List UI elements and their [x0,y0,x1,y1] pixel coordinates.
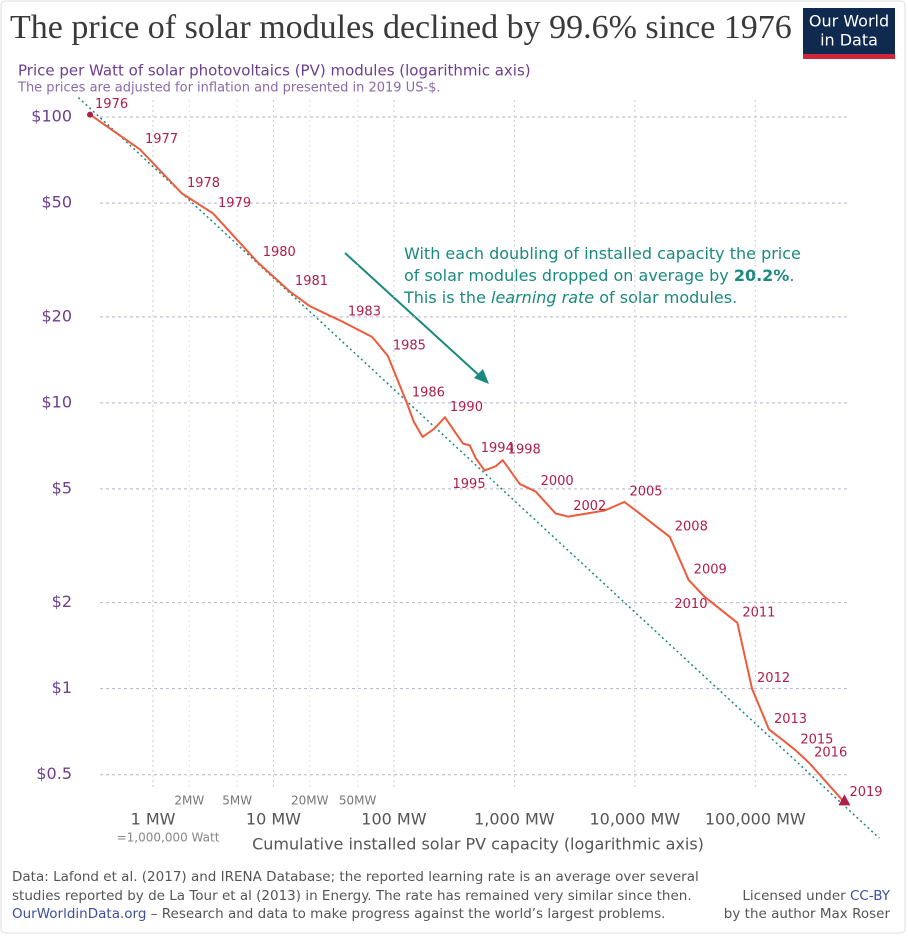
point-label: 2019 [849,785,882,800]
x-tick-label: 100 MW [361,810,426,829]
point-label: 2005 [629,484,662,499]
logo-box [803,8,895,54]
point-label: 1981 [295,274,328,289]
x-tick-label: 1,000 MW [474,810,555,829]
subtitle: Price per Watt of solar photovoltaics (P… [18,62,531,80]
x-tick-label: 10,000 MW [589,810,680,829]
annotation-line: of solar modules dropped on average by [404,266,734,285]
annotation-text: . [789,266,794,285]
annotation-italic: learning rate [491,288,594,307]
point-label: 1986 [412,385,445,400]
point-label: 2008 [675,519,708,534]
point-label: 1990 [450,400,483,415]
y-tick-label: $1 [52,678,72,697]
license: by the author Max Roser [724,906,891,922]
point-label: 2010 [674,597,707,612]
trend-line [77,96,880,839]
x-minor-tick-label: 50MW [339,794,377,808]
logo-bar [803,54,895,59]
footer: Data: Lafond et al. (2017) and IRENA Dat… [12,869,699,885]
logo-text: Our World [809,12,889,31]
point-label: 1979 [218,196,251,211]
point-label: 2012 [757,671,790,686]
logo-text: in Data [820,31,878,50]
x-tick-label: 10 MW [246,810,301,829]
point-label: 1995 [453,477,486,492]
x-tick-label: 100,000 MW [705,810,806,829]
point-label: 1976 [95,97,128,112]
x-tick-label: 1 MW [131,810,176,829]
point-label: 1985 [393,338,426,353]
annotation-arrow [344,252,483,379]
point-label: 2013 [774,712,807,727]
y-tick-label: $10 [41,392,72,411]
license: Licensed under CC-BY [742,888,890,904]
point-label: 2002 [573,499,606,514]
logo[interactable]: Our World in Data [803,8,895,59]
point-label: 1998 [508,443,541,458]
price-line [89,113,846,804]
annotation-line: With each doubling of installed capacity… [404,244,801,263]
x-axis-title: Cumulative installed solar PV capacity (… [252,835,704,854]
annotation-text: of solar modules. [594,288,737,307]
point-label: 2015 [800,733,833,748]
plot: $100 $50 $20 $10 $5 $2 $1 $0.5 1 MW 10 MW 100 MW 1,… [31,96,883,839]
point-label: 2009 [694,563,727,578]
annotation-bold: 20.2% [734,266,790,285]
annotation-line: This is the [403,288,491,307]
annotation: With each doubling of installed capacity… [403,244,806,307]
x-minor-tick-label: 20MW [291,794,329,808]
point-label: 1994 [481,441,514,456]
y-tick-label: $50 [41,193,72,212]
y-tick-label: $20 [41,306,72,325]
x-note: =1,000,000 Watt [117,831,220,845]
point-label: 1983 [348,304,381,319]
footer: OurWorldinData.org – Research and data t… [12,906,665,922]
license-link[interactable]: CC-BY [850,888,891,904]
y-tick-label: $2 [52,592,72,611]
footer-text: – Research and data to make progress aga… [146,906,665,922]
point-label: 1980 [263,245,296,260]
license-text: Licensed under [742,888,850,904]
end-marker [838,794,851,806]
start-marker [87,111,94,118]
point-label: 2011 [742,605,775,620]
point-label: 2000 [541,474,574,489]
note: The prices are adjusted for inflation an… [17,81,441,96]
arrow-head [474,369,489,384]
y-tick-label: $0.5 [36,764,72,783]
footer: studies reported by de La Tour et al (20… [12,888,692,904]
point-label: 1978 [187,176,220,191]
point-label: 1977 [145,132,178,147]
x-minor-tick-label: 5MW [222,794,252,808]
point-label: 2016 [814,745,847,760]
y-tick-label: $100 [31,107,72,126]
x-minor-tick-label: 2MW [174,794,204,808]
chart-title: The price of solar modules declined by 9… [10,9,792,46]
y-tick-label: $5 [52,478,72,497]
footer-link[interactable]: OurWorldinData.org [12,906,146,922]
